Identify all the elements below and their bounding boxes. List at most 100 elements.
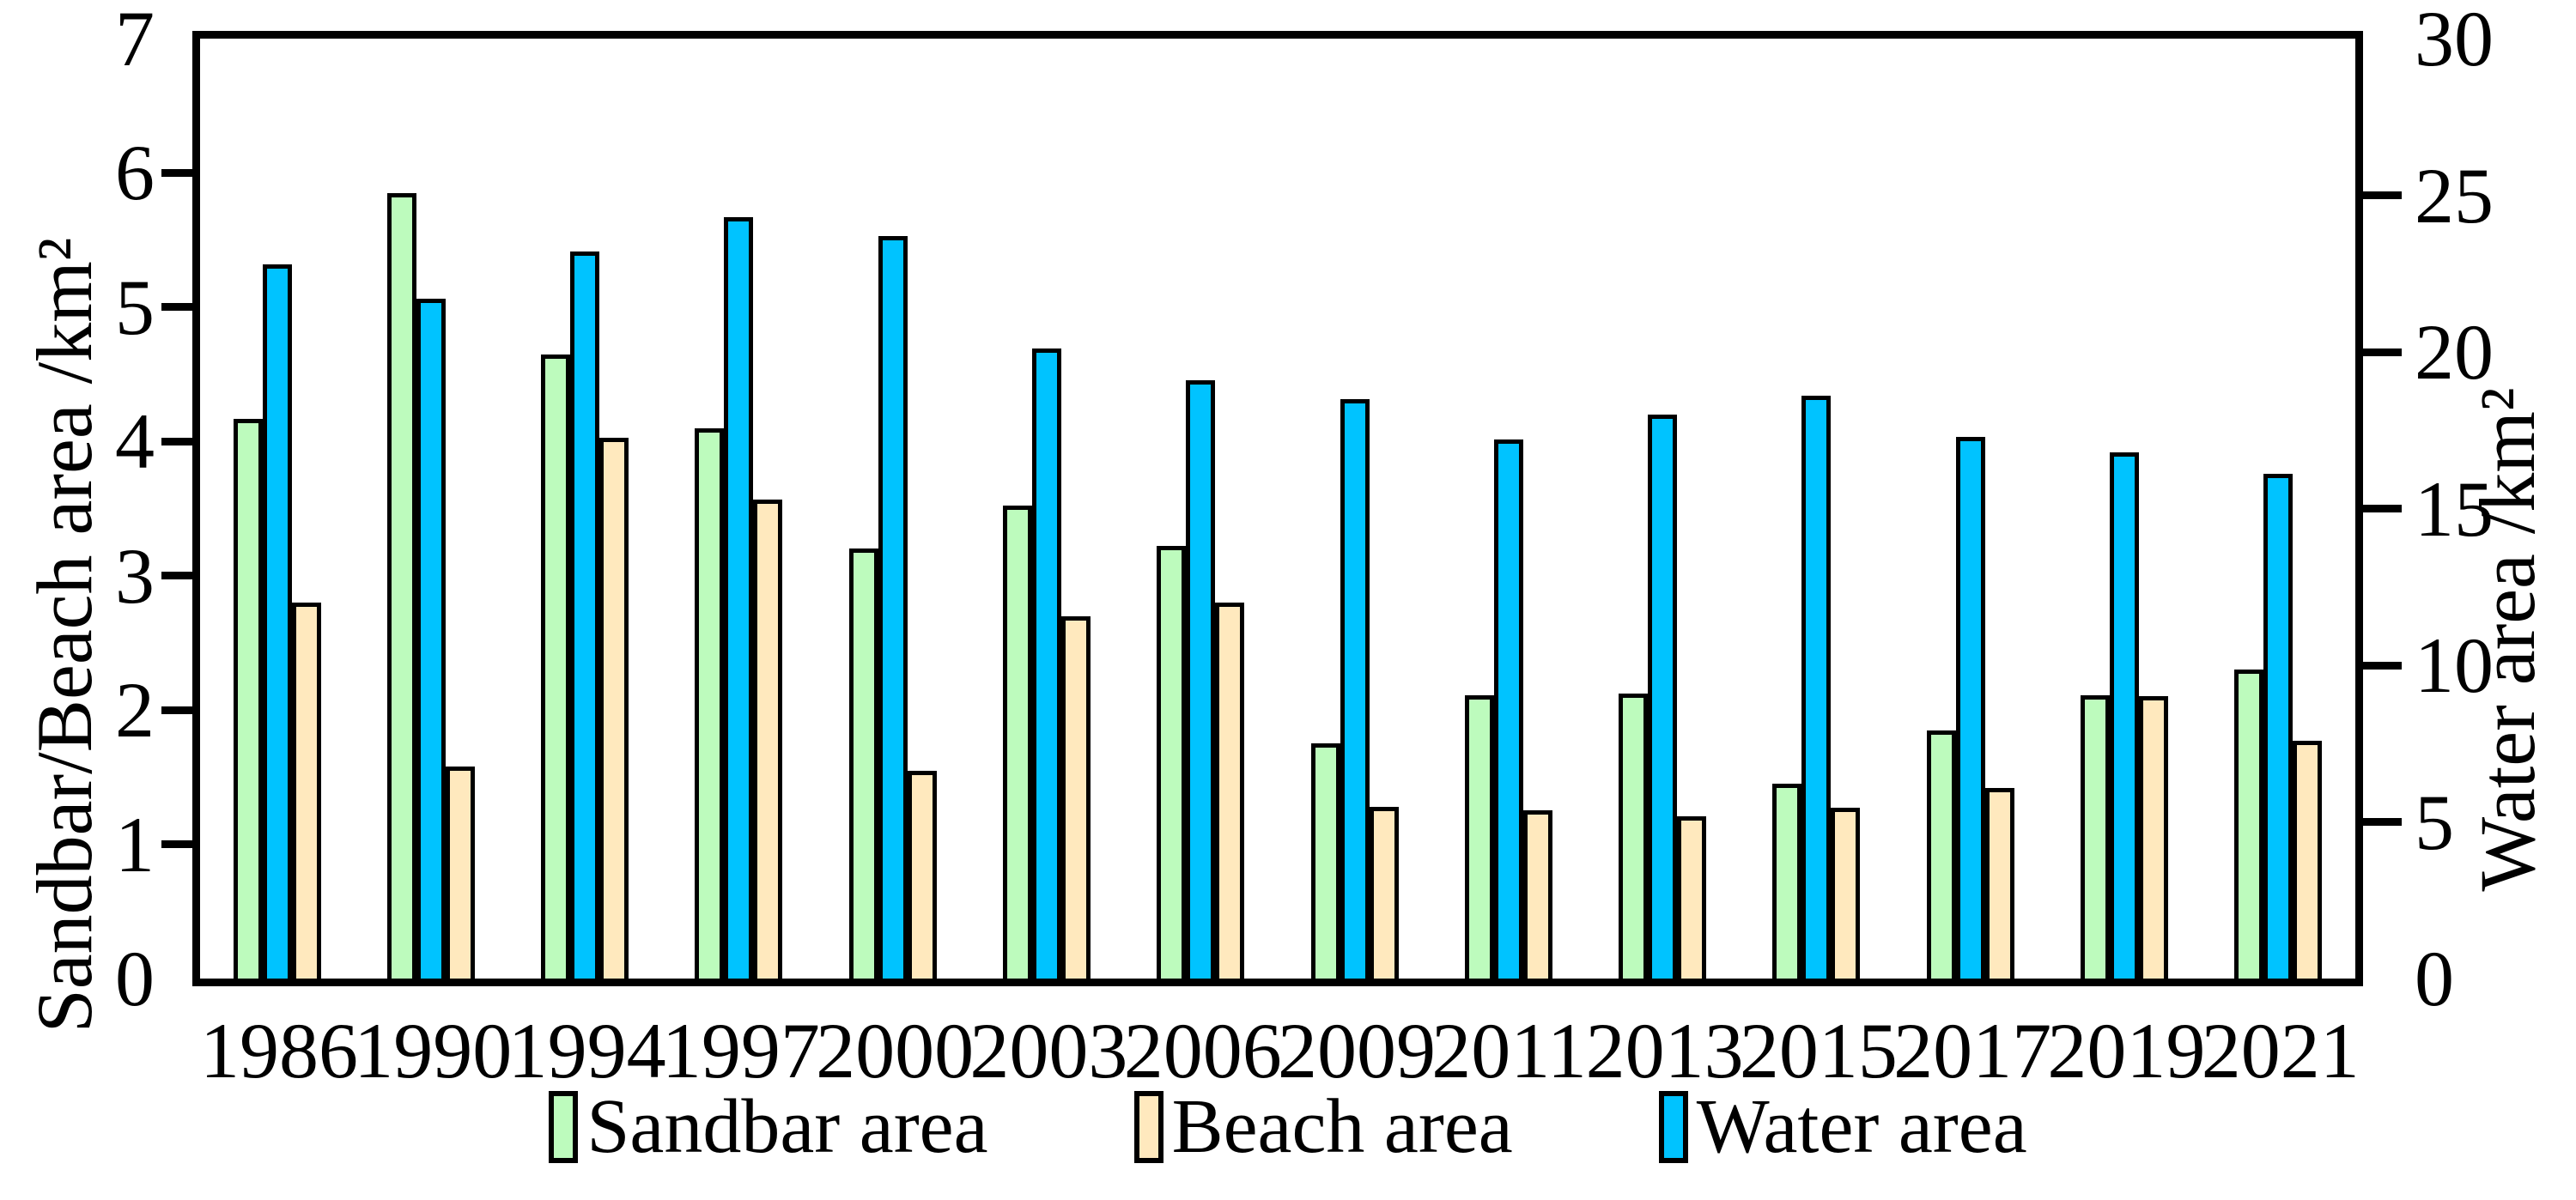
- bar-sandbar-area-2003: [1003, 506, 1033, 979]
- bar-sandbar-area-2011: [1464, 695, 1494, 979]
- bar-beach-area-2011: [1522, 810, 1552, 979]
- x-axis-label-2003: 2003: [969, 1007, 1128, 1094]
- bar-water-area-2015: [1801, 396, 1832, 979]
- bar-sandbar-area-2017: [1926, 730, 1956, 979]
- x-axis-label-2013: 2013: [1585, 1007, 1744, 1094]
- left-axis-tick-4: [161, 437, 200, 445]
- bar-beach-area-2017: [1984, 788, 2014, 979]
- bar-beach-area-1990: [445, 767, 475, 979]
- left-axis-tick-label-5: 5: [115, 263, 155, 351]
- bar-group-2000: [816, 39, 969, 979]
- bar-sandbar-area-2019: [2081, 695, 2111, 979]
- bar-water-area-1994: [570, 252, 600, 979]
- x-axis-label-1986: 1986: [200, 1007, 358, 1094]
- right-axis-tick-5: [2363, 818, 2402, 826]
- bar-sandbar-area-2006: [1157, 546, 1187, 979]
- legend-item-beach-area: Beach area: [1133, 1084, 1513, 1169]
- bar-water-area-2019: [2110, 452, 2140, 979]
- bar-water-area-2021: [2263, 474, 2293, 979]
- bar-group-2021: [2202, 39, 2355, 979]
- x-axis-label-2021: 2021: [2201, 1007, 2360, 1094]
- x-axis-label-1997: 1997: [661, 1007, 820, 1094]
- legend-swatch-beach-area: [1133, 1091, 1163, 1163]
- x-axis-label-2000: 2000: [816, 1007, 975, 1094]
- bar-beach-area-1994: [599, 438, 629, 979]
- right-axis-tick-label-5: 5: [2415, 778, 2454, 866]
- left-axis-tick-2: [161, 706, 200, 714]
- legend-item-water-area: Water area: [1658, 1088, 2027, 1166]
- left-axis-title: Sandbar/Beach area /km²: [21, 237, 108, 1033]
- x-axis-label-2009: 2009: [1278, 1007, 1436, 1094]
- bar-water-area-2006: [1186, 380, 1216, 979]
- right-axis-tick-label-20: 20: [2415, 308, 2494, 396]
- x-axis-label-1990: 1990: [354, 1007, 513, 1094]
- left-axis-tick-label-0: 0: [115, 935, 155, 1022]
- right-axis-tick-15: [2363, 505, 2402, 512]
- left-axis-tick-3: [161, 572, 200, 580]
- bar-water-area-2013: [1648, 415, 1678, 979]
- right-axis-tick-10: [2363, 661, 2402, 670]
- bar-beach-area-2006: [1215, 603, 1245, 979]
- x-axis-label-2011: 2011: [1431, 1007, 1587, 1094]
- bar-water-area-1997: [724, 217, 754, 979]
- bar-group-2017: [1893, 39, 2047, 979]
- bar-beach-area-2000: [907, 771, 937, 979]
- legend-label: Sandbar area: [586, 1084, 988, 1169]
- bar-group-1986: [200, 39, 354, 979]
- right-axis-tick-label-10: 10: [2415, 621, 2494, 709]
- right-axis-title: Water area /km²: [2464, 387, 2551, 892]
- right-axis-tick-25: [2363, 191, 2402, 199]
- bar-sandbar-area-2009: [1310, 743, 1340, 979]
- bar-sandbar-area-1997: [695, 428, 725, 979]
- bar-water-area-1990: [416, 299, 446, 979]
- bar-beach-area-2019: [2139, 696, 2169, 979]
- legend-swatch-water-area: [1658, 1091, 1688, 1163]
- left-axis-tick-label-7: 7: [115, 0, 155, 82]
- right-axis-tick-20: [2363, 348, 2402, 356]
- left-axis-tick-label-4: 4: [115, 397, 155, 486]
- x-axis-label-2019: 2019: [2047, 1007, 2206, 1094]
- bar-sandbar-area-2015: [1772, 784, 1802, 979]
- x-axis-label-2006: 2006: [1123, 1007, 1282, 1094]
- bar-water-area-1986: [262, 264, 292, 979]
- bar-group-1997: [662, 39, 816, 979]
- bar-group-2013: [1586, 39, 1740, 979]
- legend: Sandbar area Beach area Water area: [0, 1088, 2576, 1166]
- bar-beach-area-2021: [2293, 741, 2323, 979]
- left-axis-tick-1: [161, 840, 200, 849]
- bar-beach-area-1986: [291, 603, 321, 979]
- bar-sandbar-area-2000: [848, 548, 878, 979]
- bar-water-area-2003: [1032, 348, 1062, 979]
- bar-group-2011: [1431, 39, 1585, 979]
- bar-water-area-2017: [1955, 437, 1985, 979]
- left-axis-tick-label-6: 6: [115, 129, 155, 217]
- left-axis-tick-6: [161, 168, 200, 177]
- bar-group-2015: [1740, 39, 1893, 979]
- bar-water-area-2000: [878, 236, 908, 979]
- left-axis-tick-label-1: 1: [115, 800, 155, 888]
- bar-sandbar-area-1990: [386, 193, 416, 979]
- plot-area: [192, 31, 2363, 986]
- right-axis-tick-label-30: 30: [2415, 0, 2494, 82]
- bar-sandbar-area-1986: [233, 419, 263, 979]
- legend-item-sandbar-area: Sandbar area: [549, 1084, 988, 1169]
- x-axis-label-2015: 2015: [1739, 1007, 1898, 1094]
- bar-group-1994: [508, 39, 662, 979]
- bar-group-1990: [354, 39, 507, 979]
- right-axis-tick-label-15: 15: [2415, 464, 2494, 553]
- left-axis-tick-5: [161, 303, 200, 312]
- bar-water-area-2009: [1340, 399, 1370, 979]
- legend-swatch-sandbar-area: [549, 1091, 579, 1163]
- legend-label: Beach area: [1171, 1084, 1513, 1169]
- bar-beach-area-2003: [1061, 616, 1091, 979]
- bar-sandbar-area-2013: [1619, 694, 1649, 979]
- left-axis-tick-label-3: 3: [115, 531, 155, 620]
- bar-beach-area-2009: [1369, 807, 1399, 979]
- bar-group-2019: [2047, 39, 2201, 979]
- bar-group-2006: [1124, 39, 1278, 979]
- right-axis-tick-label-0: 0: [2415, 935, 2454, 1022]
- bar-water-area-2011: [1493, 439, 1523, 979]
- left-axis-tick-label-2: 2: [115, 666, 155, 755]
- x-axis-label-2017: 2017: [1893, 1007, 2052, 1094]
